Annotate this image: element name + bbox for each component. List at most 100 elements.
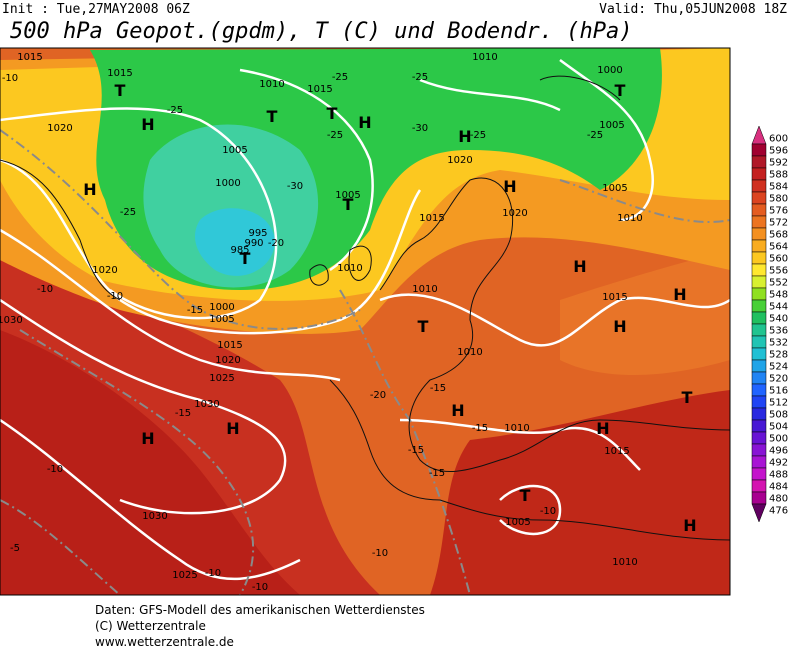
colorbar-label: 504 [769, 422, 788, 433]
isoline-label: 1015 [107, 68, 132, 79]
colorbar-box [751, 467, 767, 481]
isobars [0, 58, 730, 581]
isoline-label: 1010 [472, 52, 497, 63]
colorbar-box [751, 275, 767, 289]
isoline-label: 1000 [215, 178, 240, 189]
colorbar-box [751, 407, 767, 421]
colorbar: 6005965925885845805765725685645605565525… [751, 125, 788, 523]
isoline-label: -20 [268, 238, 284, 249]
colorbar-label: 496 [769, 446, 788, 457]
isoline-label: -25 [332, 72, 348, 83]
isoline-label: 1015 [419, 213, 444, 224]
pressure-center: H [141, 115, 154, 134]
colorbar-label: 556 [769, 266, 788, 277]
isoline-label: 1005 [335, 190, 360, 201]
colorbar-label: 592 [769, 158, 788, 169]
colorbar-label: 524 [769, 362, 788, 373]
colorbar-label: 564 [769, 242, 788, 253]
pressure-center: T [520, 486, 531, 505]
isoline-label: -30 [287, 181, 303, 192]
isoline-label: 1015 [307, 84, 332, 95]
pressure-center: H [673, 285, 686, 304]
isoline-label: 1030 [142, 511, 167, 522]
colorbar-box [751, 227, 767, 241]
colorbar-box [751, 251, 767, 265]
isoline-label: -15 [187, 305, 203, 316]
pressure-center: H [83, 180, 96, 199]
isoline-label: 1020 [215, 355, 240, 366]
colorbar-label: 528 [769, 350, 788, 361]
colorbar-cap [751, 503, 767, 523]
colorbar-box [751, 455, 767, 469]
colorbar-label: 500 [769, 434, 788, 445]
isoline-label: 1005 [599, 120, 624, 131]
isoline-label: 1010 [612, 557, 637, 568]
colorbar-box [751, 395, 767, 409]
colorbar-label: 568 [769, 230, 788, 241]
colorbar-cap [751, 125, 767, 145]
isoline-label: -10 [540, 506, 556, 517]
field-cyan [195, 208, 275, 276]
footer-source: Daten: GFS-Modell des amerikanischen Wet… [95, 603, 425, 617]
isoline-label: 1010 [337, 263, 362, 274]
isoline-label: 1010 [457, 347, 482, 358]
pressure-center: T [267, 107, 278, 126]
colorbar-box [751, 383, 767, 397]
isoline-label: 1020 [502, 208, 527, 219]
isoline-label: -25 [587, 130, 603, 141]
isoline-label: 1010 [617, 213, 642, 224]
colorbar-label: 488 [769, 470, 788, 481]
map-frame [0, 47, 731, 596]
colorbar-label: 512 [769, 398, 788, 409]
colorbar-label: 560 [769, 254, 788, 265]
colorbar-label: 492 [769, 458, 788, 469]
isoline-label: 995 [248, 228, 267, 239]
colorbar-box [751, 371, 767, 385]
colorbar-box [751, 179, 767, 193]
colorbar-box [751, 203, 767, 217]
colorbar-box [751, 215, 767, 229]
isoline-label: 1030 [0, 315, 23, 326]
isoline-label: -15 [408, 445, 424, 456]
field-orange-east [560, 250, 730, 375]
map-title: 500 hPa Geopot.(gpdm), T (C) und Bodendr… [10, 19, 633, 44]
isoline-label: -25 [412, 72, 428, 83]
isoline-label: -10 [372, 548, 388, 559]
isoline-label: -10 [107, 291, 123, 302]
colorbar-box [751, 287, 767, 301]
colorbar-label: 584 [769, 182, 788, 193]
isoline-label: -10 [252, 582, 268, 593]
isoline-label: -15 [429, 468, 445, 479]
isoline-label: 1000 [209, 302, 234, 313]
isoline-label: 1005 [209, 314, 234, 325]
isoline-label: -10 [2, 73, 18, 84]
colorbar-label: 600 [769, 134, 788, 145]
isoline-label: 1025 [172, 570, 197, 581]
colorbar-label: 572 [769, 218, 788, 229]
colorbar-box [751, 491, 767, 505]
colorbar-box [751, 323, 767, 337]
isoline-label: -25 [120, 207, 136, 218]
colorbar-box [751, 431, 767, 445]
init-time: Init : Tue,27MAY2008 06Z [2, 2, 190, 17]
pressure-center: H [683, 516, 696, 535]
isoline-label: -15 [472, 423, 488, 434]
colorbar-box [751, 299, 767, 313]
colorbar-label: 516 [769, 386, 788, 397]
colorbar-box [751, 155, 767, 169]
isoline-label: -25 [327, 130, 343, 141]
pressure-center: T [418, 317, 429, 336]
temperature-lines [0, 129, 730, 595]
isoline-label: -10 [47, 464, 63, 475]
pressure-center: H [573, 257, 586, 276]
colorbar-label: 520 [769, 374, 788, 385]
colorbar-box [751, 347, 767, 361]
colorbar-box [751, 191, 767, 205]
pressure-center: H [226, 419, 239, 438]
isoline-label: -30 [412, 123, 428, 134]
valid-time: Valid: Thu,05JUN2008 18Z [599, 2, 787, 17]
colorbar-label: 484 [769, 482, 788, 493]
isoline-label: 1015 [17, 52, 42, 63]
